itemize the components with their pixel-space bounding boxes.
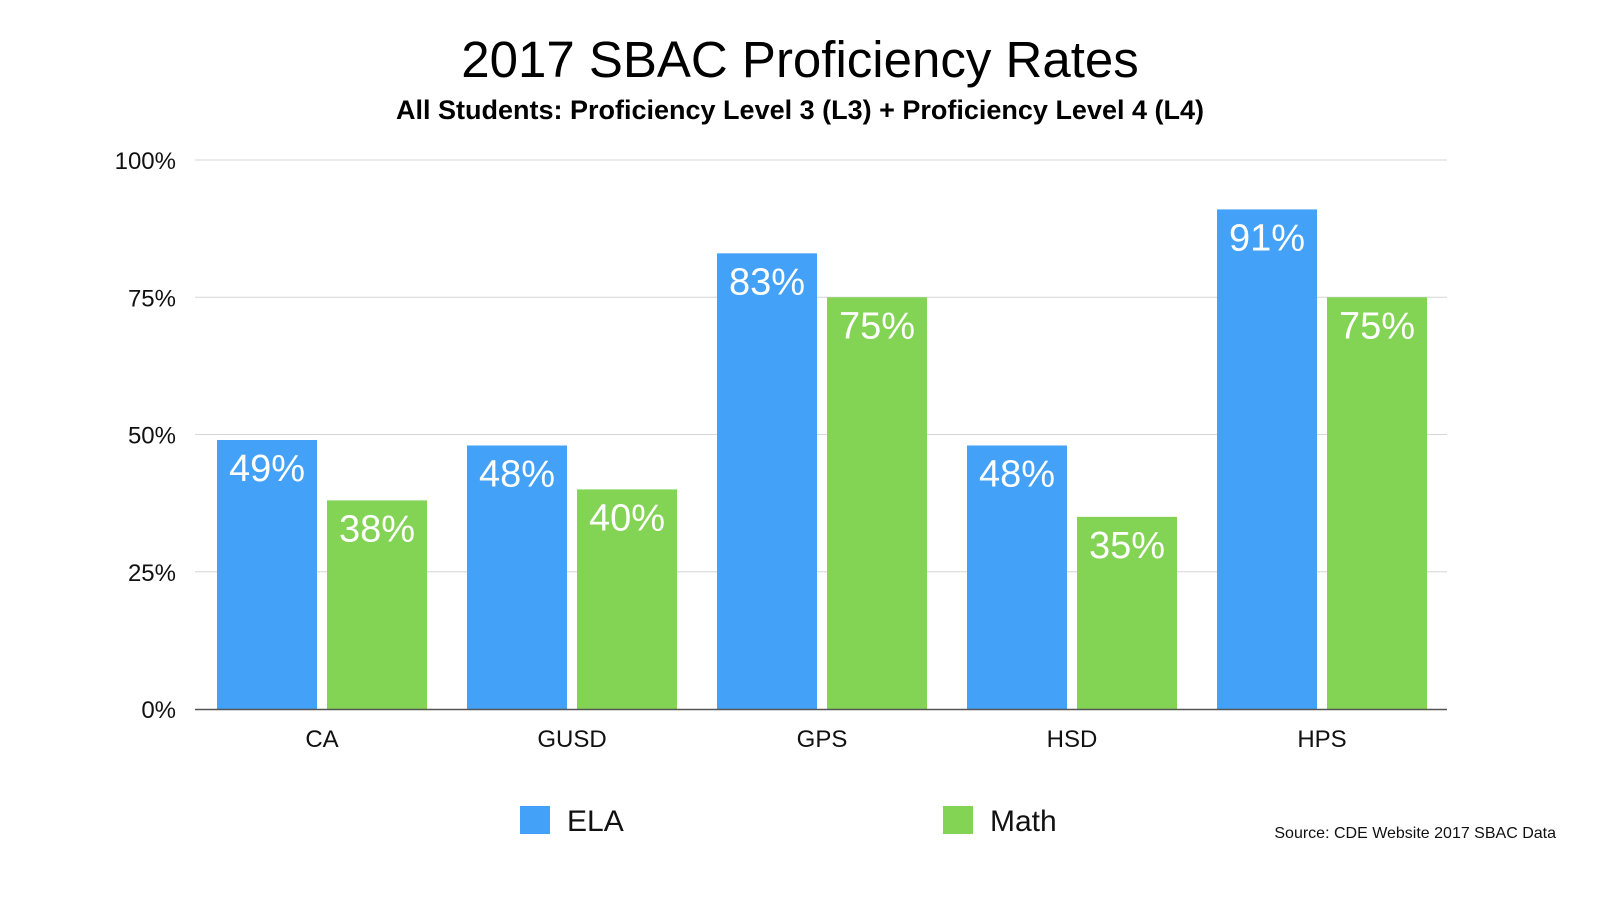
bar-math-ca [327, 500, 427, 709]
x-category-label: HPS [1297, 726, 1346, 753]
y-axis-ticks: 0% 25% 50% 75% 100% [115, 148, 176, 724]
bar-ela-gps [717, 253, 817, 709]
y-tick-label: 0% [141, 697, 176, 724]
data-label: 40% [589, 497, 665, 539]
x-category-label: GUSD [537, 726, 606, 753]
data-label: 35% [1089, 525, 1165, 567]
legend-swatch-ela [520, 806, 550, 834]
bar-ela-hps [1217, 209, 1317, 709]
legend-label-math: Math [990, 805, 1057, 838]
bar-math-gps [827, 297, 927, 709]
x-category-label: GPS [797, 726, 848, 753]
legend-swatch-math [943, 806, 973, 834]
bar-math-gusd [577, 489, 677, 709]
legend-label-ela: ELA [567, 805, 624, 838]
x-axis-categories: CA GUSD GPS HSD HPS [305, 726, 1346, 753]
data-label: 49% [229, 448, 305, 490]
y-tick-label: 100% [115, 148, 176, 175]
x-category-label: CA [305, 726, 338, 753]
data-label: 48% [979, 453, 1055, 495]
legend: ELA Math [520, 805, 1057, 838]
data-label: 75% [1339, 305, 1415, 347]
y-tick-label: 25% [128, 560, 176, 587]
y-tick-label: 50% [128, 423, 176, 450]
data-label: 48% [479, 453, 555, 495]
y-tick-label: 75% [128, 285, 176, 312]
data-labels: 49% 38% 48% 40% 83% 75% 48% 35% 91% 75% [229, 217, 1415, 566]
data-label: 38% [339, 508, 415, 550]
chart-title: 2017 SBAC Proficiency Rates [461, 31, 1139, 88]
bar-ela-ca [217, 439, 317, 709]
data-label: 91% [1229, 217, 1305, 259]
data-label: 83% [729, 261, 805, 303]
source-note: Source: CDE Website 2017 SBAC Data [1274, 825, 1556, 842]
bar-math-hps [1327, 297, 1427, 709]
data-label: 75% [839, 305, 915, 347]
bar-ela-gusd [467, 445, 567, 709]
x-category-label: HSD [1047, 726, 1098, 753]
bar-ela-hsd [967, 445, 1067, 709]
bar-math-hsd [1077, 516, 1177, 709]
chart-subtitle: All Students: Proficiency Level 3 (L3) +… [396, 95, 1204, 125]
bars [217, 209, 1427, 709]
